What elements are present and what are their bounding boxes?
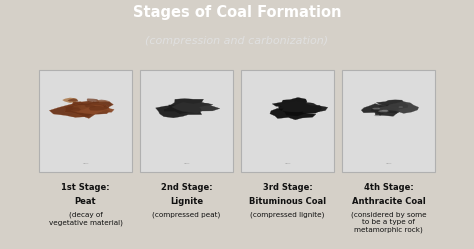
- FancyBboxPatch shape: [342, 69, 435, 172]
- FancyBboxPatch shape: [39, 69, 132, 172]
- Polygon shape: [87, 98, 99, 102]
- Polygon shape: [72, 106, 88, 110]
- Text: ___: ___: [284, 160, 291, 164]
- Polygon shape: [101, 110, 111, 113]
- Text: Anthracite Coal: Anthracite Coal: [352, 197, 425, 206]
- Text: ___: ___: [183, 160, 190, 164]
- Polygon shape: [49, 102, 99, 117]
- Polygon shape: [89, 106, 108, 111]
- Polygon shape: [172, 102, 220, 113]
- Polygon shape: [278, 102, 322, 116]
- Polygon shape: [372, 108, 381, 110]
- Polygon shape: [73, 105, 82, 108]
- Text: Bituminous Coal: Bituminous Coal: [249, 197, 326, 206]
- Text: Lignite: Lignite: [170, 197, 203, 206]
- Polygon shape: [376, 100, 408, 109]
- Text: 4th Stage:: 4th Stage:: [364, 183, 413, 191]
- Polygon shape: [381, 110, 389, 111]
- Polygon shape: [95, 100, 109, 103]
- Text: ___: ___: [385, 160, 392, 164]
- FancyBboxPatch shape: [140, 69, 233, 172]
- Polygon shape: [92, 101, 100, 103]
- Text: 3rd Stage:: 3rd Stage:: [263, 183, 312, 191]
- Text: (decay of
vegetative material): (decay of vegetative material): [49, 211, 122, 226]
- Polygon shape: [270, 108, 316, 120]
- Polygon shape: [67, 101, 113, 112]
- Polygon shape: [68, 114, 82, 117]
- Text: ___: ___: [82, 160, 89, 164]
- Polygon shape: [71, 105, 114, 114]
- Polygon shape: [378, 102, 419, 113]
- Polygon shape: [62, 98, 77, 103]
- Polygon shape: [65, 103, 110, 119]
- Text: (compression and carbonization): (compression and carbonization): [146, 36, 328, 46]
- Text: Peat: Peat: [75, 197, 96, 206]
- FancyBboxPatch shape: [241, 69, 334, 172]
- Polygon shape: [374, 115, 381, 116]
- Polygon shape: [371, 105, 406, 116]
- Text: (considered by some
to be a type of
metamorphic rock): (considered by some to be a type of meta…: [351, 211, 426, 233]
- Polygon shape: [164, 104, 201, 114]
- Polygon shape: [65, 107, 81, 112]
- Polygon shape: [279, 101, 328, 112]
- Polygon shape: [67, 98, 78, 102]
- Text: 2nd Stage:: 2nd Stage:: [161, 183, 212, 191]
- Polygon shape: [155, 104, 202, 118]
- Polygon shape: [398, 107, 403, 108]
- Text: (compressed peat): (compressed peat): [153, 211, 220, 218]
- Polygon shape: [168, 99, 213, 112]
- Polygon shape: [72, 103, 108, 112]
- Text: (compressed lignite): (compressed lignite): [250, 211, 325, 218]
- Text: Stages of Coal Formation: Stages of Coal Formation: [133, 5, 341, 20]
- Polygon shape: [85, 105, 97, 108]
- Polygon shape: [272, 98, 312, 109]
- Polygon shape: [361, 104, 400, 116]
- Polygon shape: [378, 110, 389, 112]
- Text: 1st Stage:: 1st Stage:: [61, 183, 110, 191]
